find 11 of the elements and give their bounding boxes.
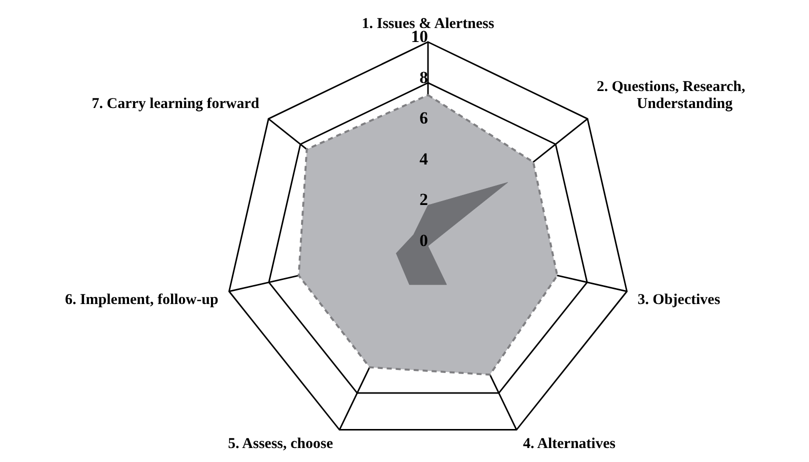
spoke-label: 4. Alternatives bbox=[522, 436, 616, 452]
y-tick-label: 4 bbox=[420, 149, 428, 168]
y-tick-label: 6 bbox=[420, 108, 428, 128]
y-tick-label: 0 bbox=[420, 231, 428, 250]
y-tick-label: 8 bbox=[420, 68, 428, 87]
spoke-label: 3. Objectives bbox=[638, 292, 720, 308]
spoke-label: 5. Assess, choose bbox=[228, 436, 334, 452]
spoke-label: 7. Carry learning forward bbox=[92, 96, 260, 112]
y-tick-label: 2 bbox=[420, 190, 428, 210]
spoke-label: 6. Implement, follow-up bbox=[64, 292, 218, 308]
spoke-label: 2. Questions, Research, Understanding bbox=[596, 78, 746, 112]
